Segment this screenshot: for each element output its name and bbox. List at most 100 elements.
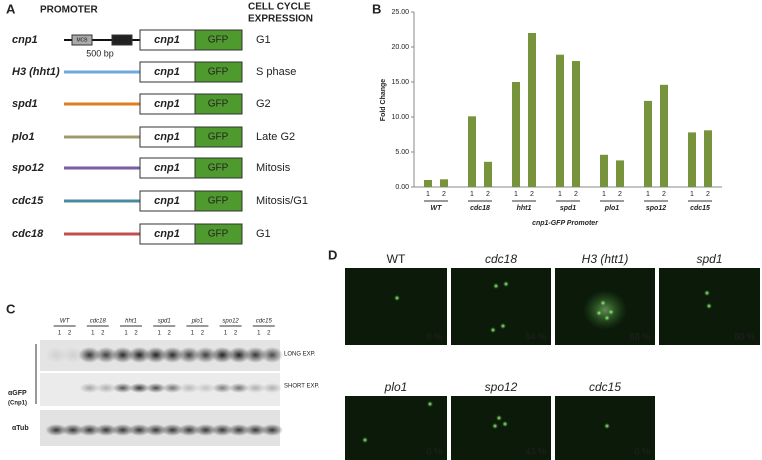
expression-label: Late G2 [256,131,295,143]
promoter-label: plo1 [11,131,35,143]
lane-group-label: cdc18 [90,319,107,325]
lane-label: 2 [68,331,72,337]
image-label: spd1 [696,252,722,266]
lane-group-label: WT [60,319,71,325]
gfp-box [194,157,243,179]
y-tick-label: 10.00 [391,114,409,121]
percent-label: 88 % [629,331,650,341]
gfp-box [194,190,243,212]
promoter-label: H3 (hht1) [12,66,60,78]
blot-band [161,424,184,436]
antibody-label: (Cnp1) [8,401,27,407]
percent-label: 80 % [734,331,755,341]
lane-label: 2 [234,331,238,337]
promoter-label: cnp1 [12,34,38,46]
blot-band [144,347,167,363]
y-tick-label: 0.00 [395,184,409,191]
bar [424,180,432,187]
gfp-dot [608,309,614,315]
blot-band [179,383,200,393]
group-label: spo12 [646,205,666,212]
x-tick-label: 2 [486,191,490,198]
image-label: cdc15 [589,380,621,394]
y-tick-label: 5.00 [395,149,409,156]
blot-band [228,383,249,393]
gfp-dot [604,423,610,429]
lane-group-label: spd1 [158,319,171,325]
bar [644,100,652,187]
lane-group-label: plo1 [191,319,203,325]
expression-label: G1 [256,34,271,46]
gfp-dot [704,290,710,296]
blot-band [45,424,68,436]
gfp-dot [490,327,496,333]
promoter-label: spd1 [12,98,38,110]
bar [688,132,696,187]
gfp-dot [596,310,602,316]
expression-label: S phase [256,66,296,78]
gene-label: cnp1 [154,66,180,78]
gfp-dot [427,401,433,407]
blot-band [128,424,151,436]
blot-band [96,383,117,393]
blot-band [61,347,84,363]
micrograph [451,396,551,460]
mcb-box [71,34,93,46]
group-label: cdc15 [690,205,710,212]
bar [616,160,624,187]
lane-label: 1 [224,331,228,337]
gfp-box [194,61,243,83]
header: CELL CYCLE [248,2,311,13]
lane-label: 2 [134,331,138,337]
blot-band [128,347,151,363]
gfp-box [194,29,243,51]
blot-band [194,424,217,436]
gene-label: cnp1 [154,34,180,46]
gene-label: cnp1 [154,228,180,240]
blot-band [95,424,118,436]
percent-label: 43 % [525,446,546,456]
x-tick-label: 1 [558,191,562,198]
group-label: WT [431,205,443,212]
blot-band [212,383,233,393]
lane-group-label: cdc15 [256,319,273,325]
gfp-dot [394,295,400,301]
blot-band [78,347,101,363]
bar [704,130,712,187]
blot-band [262,383,283,393]
percent-label: 0 % [634,446,650,456]
blot-band [211,347,234,363]
blot-band [211,424,234,436]
bar [484,161,492,187]
gfp-label: GFP [208,163,229,174]
gene-label: cnp1 [154,98,180,110]
group-label: cdc18 [470,205,490,212]
blot-band [194,347,217,363]
image-label: plo1 [384,380,408,394]
blot-band [79,383,100,393]
panel-letter: B [372,1,381,16]
blot-band [227,424,250,436]
blot-band [227,347,250,363]
x-tick-label: 2 [706,191,710,198]
header: PROMOTER [40,5,99,16]
exposure-label: SHORT EXP. [284,384,320,390]
x-axis-label: cnp1-GFP Promoter [532,220,599,227]
header: EXPRESSION [248,14,313,25]
blot-band [111,424,134,436]
lane-label: 1 [124,331,128,337]
panel-letter: A [6,1,16,16]
gfp-dot [600,300,606,306]
x-tick-label: 1 [514,191,518,198]
percent-label: 0 % [426,331,442,341]
lane-label: 2 [267,331,271,337]
blot-band [129,383,150,393]
bar [528,33,536,187]
blot-band [162,383,183,393]
y-tick-label: 15.00 [391,79,409,86]
y-tick-label: 20.00 [391,44,409,51]
mcb-box [111,34,133,46]
exposure-label: LONG EXP. [284,352,316,358]
blot-band [61,424,84,436]
